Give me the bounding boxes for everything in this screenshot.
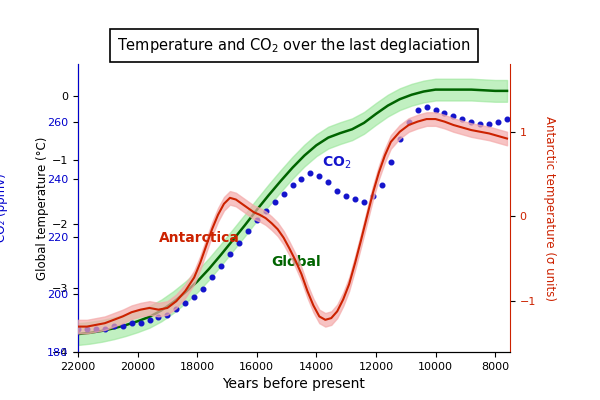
Point (422, 104, 431, 110)
Point (484, 121, 494, 128)
Point (154, 314, 163, 321)
Point (82, 326, 92, 332)
Point (386, 159, 395, 165)
Point (377, 182, 386, 188)
Point (502, 116, 512, 122)
Text: Antarctica: Antarctica (158, 231, 239, 245)
Point (458, 116, 467, 122)
Point (305, 170, 315, 177)
Point (243, 228, 253, 234)
Point (395, 136, 404, 142)
Point (431, 107, 440, 113)
Point (216, 262, 226, 269)
Text: CO$_2$: CO$_2$ (322, 154, 352, 171)
Point (288, 182, 298, 188)
Point (493, 118, 503, 125)
Point (359, 199, 369, 206)
Y-axis label: Antarctic temperature (σ units): Antarctic temperature (σ units) (542, 116, 556, 300)
Point (296, 176, 306, 182)
Text: Global: Global (272, 254, 321, 269)
X-axis label: Years before present: Years before present (223, 377, 365, 391)
Point (440, 110, 449, 116)
Point (314, 173, 324, 180)
Point (73, 326, 83, 332)
Point (163, 311, 172, 318)
Point (172, 306, 181, 312)
Y-axis label: Global temperature (°C): Global temperature (°C) (36, 136, 49, 280)
Point (145, 317, 154, 324)
Point (404, 118, 413, 125)
Point (449, 113, 458, 119)
Point (475, 121, 485, 128)
Point (466, 118, 476, 125)
Point (225, 251, 235, 257)
Point (118, 323, 127, 329)
Point (234, 239, 244, 246)
Point (323, 179, 333, 185)
Point (350, 196, 360, 202)
Point (270, 199, 280, 206)
Title: Temperature and CO$_2$ over the last deglaciation: Temperature and CO$_2$ over the last deg… (118, 36, 470, 55)
Point (341, 193, 351, 200)
Point (181, 300, 190, 306)
Point (109, 323, 119, 329)
Point (207, 274, 217, 280)
Point (279, 190, 289, 197)
Point (199, 286, 208, 292)
Point (136, 320, 145, 326)
Point (413, 107, 422, 113)
Point (261, 208, 271, 214)
Point (91, 326, 101, 332)
Point (100, 326, 110, 332)
Point (252, 216, 262, 223)
Point (190, 294, 199, 300)
Y-axis label: CO₂ (ppmv): CO₂ (ppmv) (0, 174, 8, 242)
Point (127, 320, 136, 326)
Point (368, 193, 378, 200)
Point (332, 188, 342, 194)
